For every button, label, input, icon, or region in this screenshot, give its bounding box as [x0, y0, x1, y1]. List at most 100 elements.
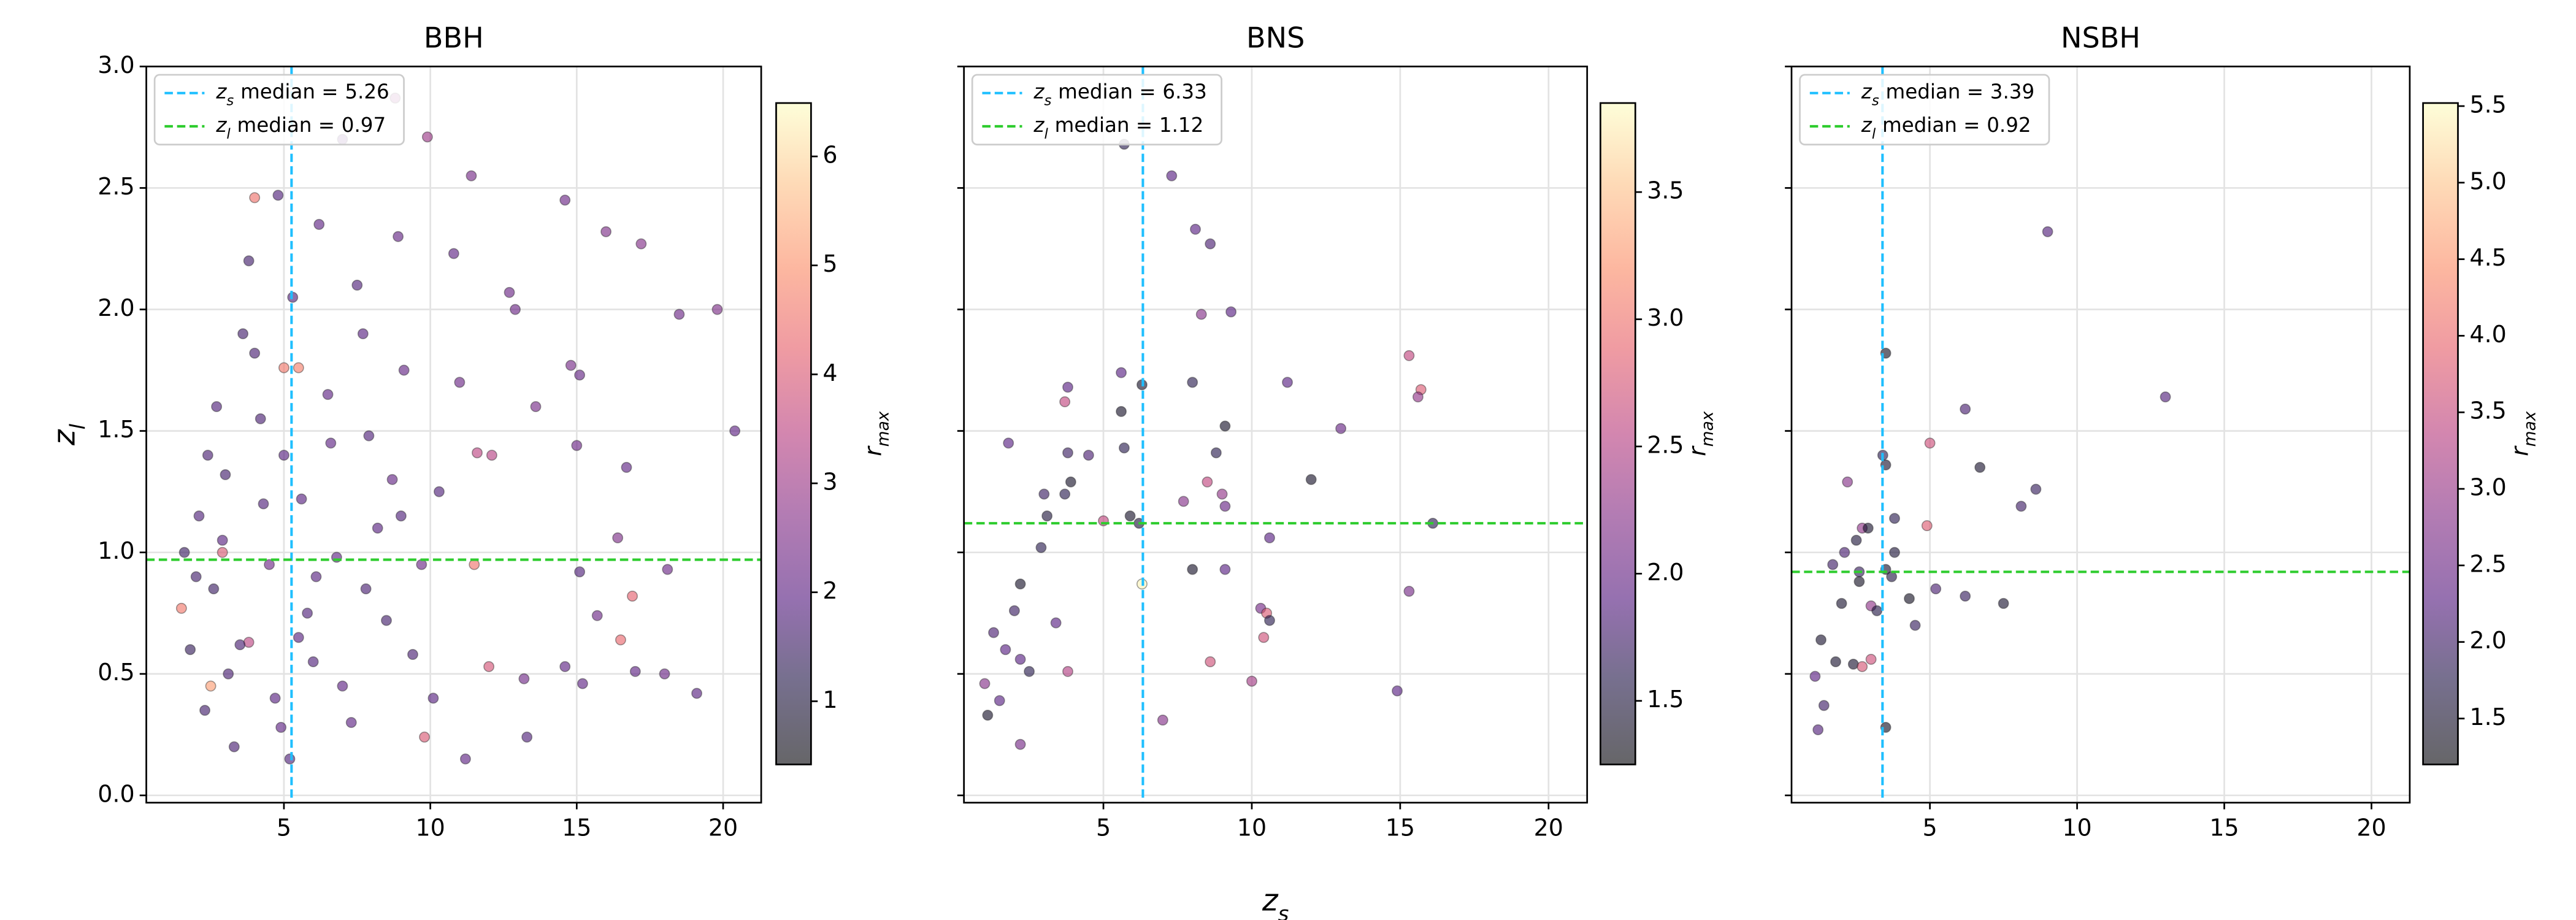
scatter-point — [293, 362, 304, 374]
y-tick-label: 0.0 — [98, 780, 134, 807]
y-tick-label: 2.5 — [98, 173, 134, 200]
legend-var: z — [215, 113, 227, 137]
scatter-point — [1904, 593, 1915, 604]
scatter-point — [407, 649, 418, 660]
scatter-point — [510, 304, 521, 315]
scatter-point — [217, 546, 228, 558]
scatter-point — [530, 401, 542, 412]
scatter-point — [574, 566, 586, 578]
scatter-point — [565, 359, 577, 371]
scatter-point — [1850, 534, 1862, 546]
scatter-point — [1815, 634, 1827, 646]
scatter-point — [591, 610, 603, 621]
scatter-point — [1886, 571, 1898, 583]
scatter-point — [395, 510, 407, 522]
scatter-point — [381, 615, 392, 626]
scatter-point — [243, 255, 255, 267]
scatter-point — [1809, 670, 1821, 682]
scatter-point — [1062, 447, 1073, 459]
x-tick-label: 20 — [708, 815, 738, 841]
legend-text: zl median = 0.92 — [1861, 113, 2031, 142]
scatter-point — [275, 721, 287, 733]
scatter-point — [1960, 404, 1971, 415]
colorbar-tick-label: 3.5 — [2469, 397, 2506, 424]
scatter-point — [1000, 644, 1011, 656]
x-tick-label: 5 — [1923, 815, 1938, 841]
scatter-point — [190, 571, 202, 583]
scatter-point — [202, 450, 213, 461]
scatter-point — [307, 656, 319, 667]
scatter-point — [1187, 564, 1198, 575]
scatter-point — [278, 450, 289, 461]
scatter-point — [255, 413, 266, 424]
x-tick-label: 10 — [1237, 815, 1267, 841]
legend-text: zs median = 5.26 — [215, 80, 389, 109]
scatter-point — [1003, 437, 1014, 449]
legend-text: zs median = 6.33 — [1033, 80, 1206, 109]
scatter-point — [1246, 675, 1257, 687]
scatter-point — [472, 447, 483, 459]
legend-var: z — [1861, 113, 1873, 137]
scatter-point — [1836, 597, 1847, 609]
scatter-point — [1065, 476, 1076, 488]
scatter-point — [1178, 496, 1189, 507]
scatter-point — [1889, 546, 1900, 558]
scatter-point — [1059, 488, 1071, 500]
legend-var: z — [1033, 80, 1045, 104]
scatter-point — [659, 668, 670, 680]
scatter-point — [1282, 377, 1293, 388]
scatter-point — [193, 510, 205, 522]
colorbar-tick-label: 1.5 — [1647, 686, 1684, 713]
legend-value: 6.33 — [1162, 80, 1206, 104]
scatter-point — [1812, 724, 1824, 735]
scatter-point — [1059, 396, 1071, 408]
scatter-point — [1124, 510, 1136, 522]
colorbar-tick-label: 3.5 — [1647, 177, 1684, 204]
scatter-point — [2015, 500, 2027, 512]
scatter-point — [621, 462, 632, 473]
axis-label: zs — [1262, 883, 1289, 920]
scatter-point — [1865, 654, 1877, 665]
scatter-point — [1195, 309, 1207, 320]
scatter-point — [577, 678, 588, 689]
scatter-point — [2030, 483, 2042, 495]
colorbar-tick-label: 3 — [822, 469, 837, 496]
x-tick-label: 20 — [1534, 815, 1563, 841]
axes-frame — [963, 66, 1589, 804]
scatter-point — [421, 131, 433, 143]
scatter-point — [345, 717, 357, 728]
scatter-point — [185, 644, 196, 656]
scatter-point — [600, 226, 611, 237]
scatter-point — [1857, 661, 1868, 672]
colorbar-tick-label: 3.0 — [2469, 474, 2506, 501]
scatter-point — [1871, 605, 1883, 616]
label-base: z — [1262, 883, 1279, 918]
x-tick-label: 15 — [1386, 815, 1415, 841]
scatter-point — [434, 486, 445, 497]
legend-box — [153, 74, 405, 146]
scatter-point — [1041, 510, 1053, 522]
scatter-point — [296, 493, 307, 505]
scatter-point — [1830, 656, 1841, 667]
scatter-point — [466, 170, 477, 182]
scatter-point — [1083, 450, 1094, 461]
scatter-point — [1909, 619, 1921, 631]
legend-sub: s — [1872, 93, 1879, 109]
chart-title: NSBH — [2061, 21, 2141, 55]
scatter-point — [1062, 665, 1073, 677]
y-tick-label: 0.5 — [98, 659, 134, 686]
scatter-point — [448, 248, 459, 259]
scatter-point — [1038, 488, 1050, 500]
scatter-point — [994, 695, 1005, 707]
scatter-point — [302, 607, 313, 619]
legend-value: 1.12 — [1159, 113, 1203, 137]
colorbar-tick-label: 3.0 — [1647, 304, 1684, 331]
scatter-point — [398, 364, 410, 376]
scatter-point — [1050, 617, 1062, 629]
scatter-point — [2160, 391, 2171, 403]
